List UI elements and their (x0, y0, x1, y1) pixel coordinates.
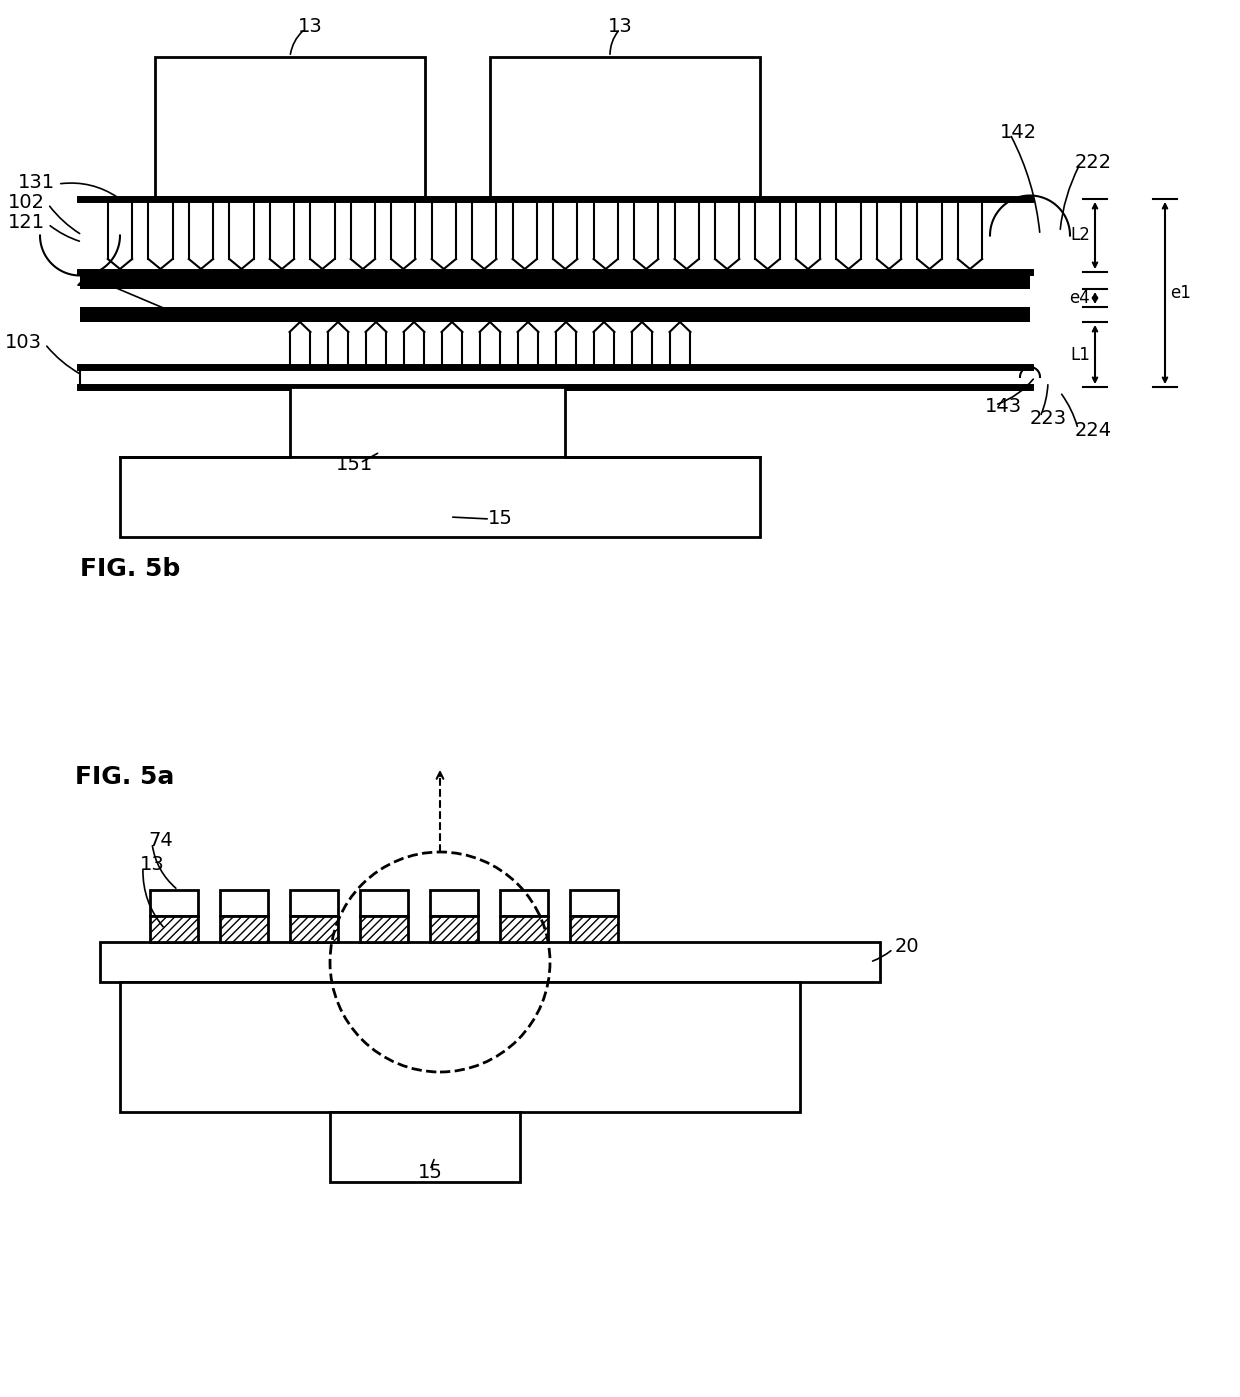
Text: 15: 15 (418, 1162, 443, 1182)
Text: 222: 222 (1075, 152, 1112, 172)
Text: 13: 13 (608, 18, 632, 36)
Text: e1: e1 (1171, 284, 1190, 302)
Bar (150, 916, 198, 942)
Bar (150, 890, 198, 916)
Text: 103: 103 (5, 332, 42, 352)
Bar (155, 57, 425, 197)
Text: 223: 223 (1030, 409, 1068, 429)
Bar (430, 916, 477, 942)
Text: 20: 20 (76, 271, 100, 289)
Bar (290, 890, 339, 916)
Text: 74: 74 (148, 831, 172, 851)
Bar (290, 916, 339, 942)
Bar (430, 890, 477, 916)
Bar (120, 457, 760, 536)
Bar (360, 890, 408, 916)
Bar (120, 982, 800, 1112)
Bar (490, 57, 760, 197)
Bar (330, 1112, 520, 1182)
Text: 20: 20 (895, 937, 920, 957)
Bar (219, 890, 268, 916)
Text: 142: 142 (999, 123, 1037, 141)
Bar (81, 307, 1030, 321)
Text: L1: L1 (1070, 345, 1090, 363)
Text: 143: 143 (985, 398, 1022, 416)
Text: 121: 121 (7, 212, 45, 232)
Text: 102: 102 (7, 193, 45, 211)
Text: FIG. 5b: FIG. 5b (81, 557, 180, 581)
Bar (219, 916, 268, 942)
Bar (100, 942, 880, 982)
Text: 13: 13 (298, 18, 322, 36)
Bar (500, 890, 548, 916)
Bar (570, 916, 618, 942)
Text: L2: L2 (1070, 226, 1090, 244)
Text: 15: 15 (487, 510, 512, 528)
Bar (290, 387, 565, 457)
Text: 131: 131 (17, 172, 55, 191)
Bar (570, 890, 618, 916)
Bar (500, 916, 548, 942)
Bar (81, 272, 1030, 289)
Text: 151: 151 (336, 455, 373, 475)
Bar (360, 916, 408, 942)
Text: 224: 224 (1075, 422, 1112, 440)
Text: 13: 13 (140, 855, 165, 875)
Text: e4: e4 (1069, 289, 1090, 307)
Text: FIG. 5a: FIG. 5a (74, 766, 175, 789)
